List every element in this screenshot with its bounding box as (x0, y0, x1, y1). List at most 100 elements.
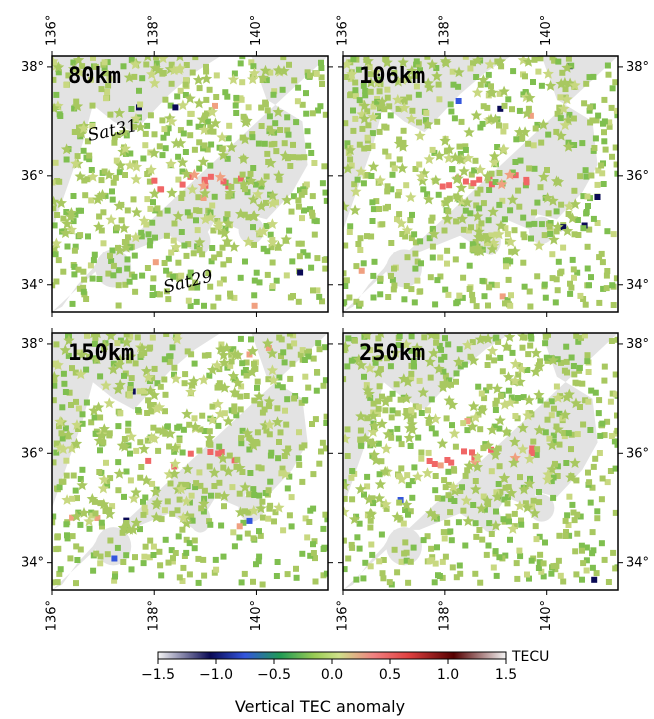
tec-square-marker (589, 529, 596, 536)
tec-star-marker (255, 502, 267, 514)
tec-square-marker (280, 56, 287, 61)
y-tick-label: 38° (21, 337, 44, 352)
tec-square-marker (199, 412, 206, 419)
tec-square-marker (415, 434, 422, 441)
tec-square-marker (431, 461, 438, 467)
tec-square-marker (158, 186, 165, 193)
tec-square-marker (123, 239, 130, 246)
tec-star-marker (59, 227, 72, 239)
tec-square-marker (73, 580, 79, 587)
tec-star-marker (150, 486, 162, 497)
tec-star-marker (114, 244, 126, 256)
tec-square-marker (263, 427, 270, 434)
tec-square-marker (368, 233, 375, 240)
tec-star-marker (547, 194, 559, 206)
tec-square-marker (216, 479, 223, 486)
tec-star-marker (54, 415, 66, 427)
tec-square-marker (598, 540, 605, 547)
tec-square-marker (437, 462, 444, 469)
land-mass (386, 527, 422, 566)
tec-square-marker (314, 287, 321, 294)
tec-square-marker (135, 407, 142, 414)
colorbar-gradient (157, 651, 507, 660)
tec-square-marker (395, 435, 402, 442)
tec-square-marker (492, 179, 499, 185)
tec-square-marker (126, 357, 132, 364)
tec-star-marker (206, 364, 219, 375)
tec-square-marker (568, 62, 575, 69)
tec-square-marker (493, 397, 500, 404)
tec-star-marker (381, 56, 393, 68)
tec-square-marker (175, 153, 182, 160)
tec-square-marker (454, 298, 461, 305)
tec-star-marker (86, 493, 98, 504)
tec-square-marker (68, 402, 74, 408)
tec-square-marker (59, 404, 66, 411)
tec-square-marker (348, 474, 355, 481)
tec-square-marker (601, 96, 608, 103)
tec-square-marker (176, 574, 183, 581)
tec-star-marker (487, 205, 499, 217)
tec-star-marker (78, 507, 90, 518)
tec-square-marker (187, 303, 194, 309)
tec-square-marker (413, 83, 420, 90)
tec-star-marker (279, 468, 291, 480)
tec-square-marker (104, 88, 111, 95)
tec-square-marker (540, 573, 547, 580)
tec-star-marker (130, 173, 142, 185)
tec-square-marker (527, 112, 534, 119)
tec-square-marker (613, 161, 618, 168)
tec-square-marker (52, 76, 57, 83)
tec-square-marker (101, 59, 108, 66)
tec-square-marker (462, 56, 469, 60)
tec-square-marker (369, 199, 376, 206)
tec-square-marker (323, 413, 328, 420)
tec-star-marker (75, 127, 88, 139)
tec-star-marker (406, 65, 418, 76)
tec-star-marker (52, 61, 65, 73)
tec-square-marker (59, 435, 66, 442)
tec-square-marker (527, 410, 533, 417)
tec-star-marker (148, 389, 160, 401)
tec-square-marker (81, 276, 88, 283)
tec-star-marker (120, 241, 132, 253)
tec-star-marker (400, 499, 413, 510)
tec-star-marker (517, 422, 529, 433)
tec-square-marker (614, 412, 618, 419)
tec-square-marker (455, 98, 462, 104)
tec-square-marker (55, 257, 62, 264)
tec-star-marker (218, 490, 230, 502)
tec-square-marker (462, 147, 469, 153)
tec-square-marker (445, 208, 452, 215)
tec-star-marker (441, 212, 454, 224)
tec-square-marker (214, 384, 221, 391)
tec-square-marker (442, 553, 449, 560)
tec-square-marker (109, 188, 115, 195)
tec-star-marker (521, 501, 534, 513)
tec-square-marker (412, 166, 419, 172)
tec-square-marker (236, 490, 243, 497)
tec-square-marker (158, 572, 165, 579)
tec-square-marker (214, 218, 221, 224)
tec-star-marker (93, 220, 105, 232)
tec-square-marker (105, 82, 112, 89)
tec-star-marker (93, 434, 105, 446)
tec-square-marker (424, 56, 431, 60)
tec-square-marker (316, 293, 323, 300)
tec-square-marker (400, 96, 407, 103)
tec-square-marker (75, 266, 82, 273)
tec-square-marker (226, 452, 233, 459)
tec-square-marker (79, 466, 86, 473)
tec-star-marker (381, 56, 392, 62)
tec-star-marker (197, 155, 209, 167)
tec-star-marker (446, 399, 459, 410)
tec-square-marker (493, 489, 500, 496)
tec-star-marker (382, 428, 394, 440)
tec-square-marker (396, 189, 403, 195)
tec-star-marker (52, 102, 60, 114)
tec-star-marker (552, 221, 564, 232)
tec-square-marker (361, 145, 368, 152)
tec-star-marker (472, 210, 484, 222)
tec-square-marker (238, 435, 245, 442)
tec-square-marker (56, 111, 63, 118)
